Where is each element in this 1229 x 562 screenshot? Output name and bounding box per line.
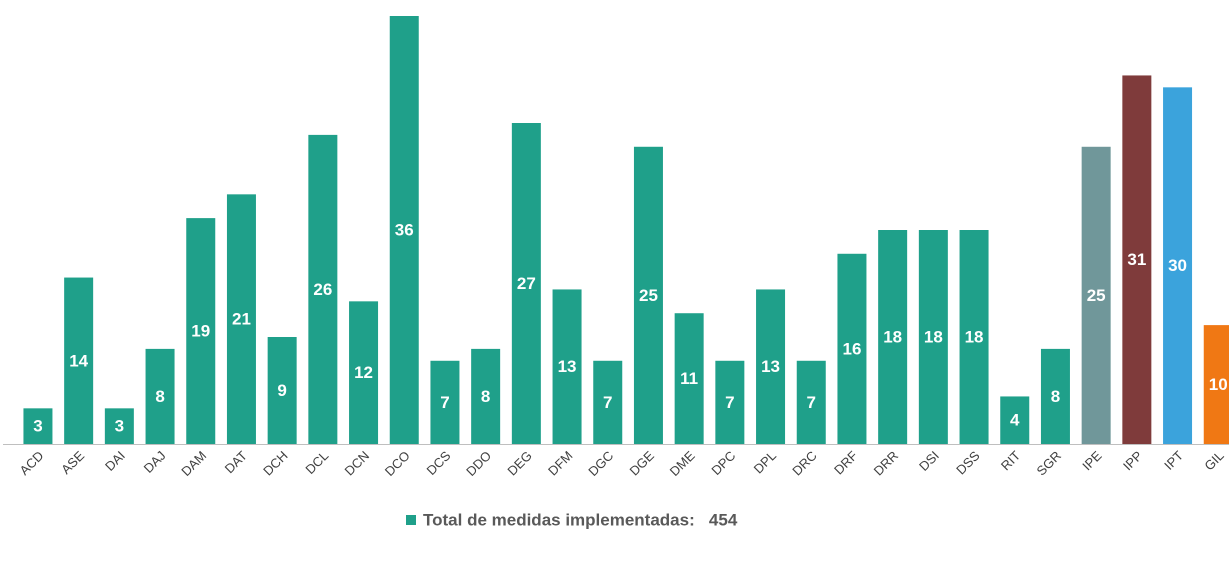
x-tick-label: IPP — [1120, 448, 1145, 473]
legend-label: Total de medidas implementadas: 454 — [423, 510, 738, 529]
data-label: 10 — [1209, 375, 1228, 394]
x-tick-label: DSI — [916, 448, 942, 474]
bar — [23, 408, 53, 444]
data-label: 13 — [558, 357, 577, 376]
bar — [878, 230, 908, 444]
data-label: 3 — [33, 417, 42, 436]
bar — [1163, 87, 1193, 444]
x-tick-label: SGR — [1033, 448, 1064, 479]
bar — [226, 194, 256, 444]
bar — [511, 123, 541, 444]
bar — [552, 289, 582, 444]
bar — [674, 313, 704, 444]
bar — [715, 360, 745, 444]
bar — [430, 360, 460, 444]
bar — [837, 253, 867, 444]
data-label: 8 — [155, 387, 164, 406]
x-tick-label: DAI — [102, 448, 128, 474]
bar — [64, 277, 94, 444]
x-tick-label: DME — [667, 448, 698, 479]
data-label: 14 — [69, 351, 88, 370]
data-label: 25 — [1087, 286, 1106, 305]
data-label: 7 — [725, 393, 734, 412]
bar — [389, 16, 419, 444]
bar — [186, 218, 216, 444]
bar — [1122, 75, 1152, 444]
x-tick-label: ASE — [58, 448, 87, 477]
x-tick-label: DDO — [463, 448, 494, 479]
bar — [471, 348, 501, 444]
bar — [633, 146, 663, 444]
x-tick-label: DCN — [342, 448, 373, 479]
data-label: 18 — [924, 327, 943, 346]
legend-swatch — [406, 515, 416, 525]
x-tick-label: DCH — [260, 448, 291, 479]
bar — [349, 301, 379, 444]
data-label: 7 — [603, 393, 612, 412]
bar — [796, 360, 826, 444]
data-label: 30 — [1168, 256, 1187, 275]
data-label: 18 — [883, 327, 902, 346]
data-label: 3 — [115, 417, 124, 436]
data-label: 25 — [639, 286, 658, 305]
bar — [267, 337, 297, 444]
x-tick-label: RIT — [998, 448, 1023, 473]
data-label: 8 — [481, 387, 490, 406]
x-tick-label: DFM — [545, 448, 576, 479]
data-label: 31 — [1127, 250, 1146, 269]
data-label: 7 — [807, 393, 816, 412]
x-tick-label: DGE — [626, 448, 657, 479]
bar — [1000, 396, 1030, 444]
x-tick-label: DAM — [178, 448, 209, 479]
x-tick-label: DPC — [708, 448, 738, 478]
bar — [308, 134, 338, 444]
data-label: 8 — [1051, 387, 1060, 406]
data-label: 7 — [440, 393, 449, 412]
bar — [1040, 348, 1070, 444]
data-label: 13 — [761, 357, 780, 376]
x-tick-label: DCO — [382, 448, 413, 479]
data-label: 26 — [313, 280, 332, 299]
x-tick-label: DCL — [302, 448, 331, 477]
x-tick-label: DRF — [831, 448, 861, 478]
x-tick-label: DAJ — [141, 448, 169, 476]
data-label: 9 — [277, 381, 286, 400]
data-label: 21 — [232, 310, 251, 329]
bar — [593, 360, 623, 444]
data-label: 4 — [1010, 411, 1020, 430]
bar — [1081, 146, 1111, 444]
x-tick-label: DRC — [789, 448, 820, 479]
x-tick-label: DSS — [953, 448, 983, 478]
x-tick-label: IPT — [1161, 448, 1186, 473]
x-tick-label: DCS — [423, 448, 453, 478]
data-label: 27 — [517, 274, 536, 293]
x-tick-label: DRR — [871, 448, 902, 479]
bar — [918, 230, 948, 444]
data-label: 12 — [354, 363, 373, 382]
x-tick-label: DEG — [504, 448, 535, 479]
bar — [145, 348, 175, 444]
x-tick-label: DPL — [751, 448, 779, 476]
x-tick-label: GIL — [1201, 448, 1226, 473]
x-tick-label: IPE — [1079, 448, 1105, 474]
data-label: 19 — [191, 322, 210, 341]
data-label: 36 — [395, 220, 414, 239]
x-tick-label: DGC — [585, 448, 616, 479]
data-label: 11 — [680, 369, 698, 388]
bar — [756, 289, 786, 444]
x-tick-label: DAT — [222, 448, 250, 476]
x-tick-label: ACD — [16, 448, 46, 478]
bar — [1203, 325, 1229, 444]
bar — [104, 408, 134, 444]
bar — [959, 230, 989, 444]
data-label: 18 — [965, 327, 984, 346]
data-label: 16 — [842, 339, 861, 358]
